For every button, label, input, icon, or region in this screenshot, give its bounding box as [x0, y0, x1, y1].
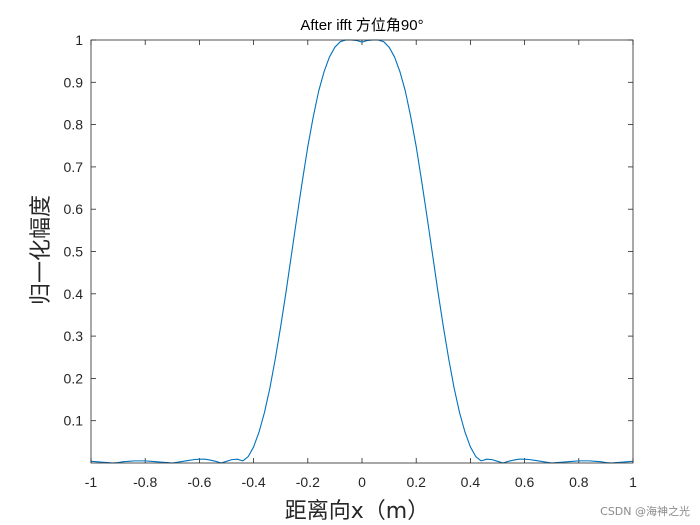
x-tick-label: -0.8	[133, 474, 157, 490]
y-tick-label: 0.6	[64, 201, 84, 217]
x-tick-label: -1	[85, 474, 98, 490]
y-tick-label: 0.1	[64, 413, 84, 429]
x-tick-label: 0.2	[406, 474, 426, 490]
x-tick-label: 0.4	[461, 474, 481, 490]
series-layer	[90, 39, 634, 464]
y-tick-label: 0.8	[64, 117, 84, 133]
y-tick-label: 0.3	[64, 328, 84, 344]
x-tick-label: 0	[358, 474, 366, 490]
x-tick-label: -0.4	[242, 474, 266, 490]
chart-title: After ifft 方位角90°	[300, 17, 423, 34]
y-tick-label: 0.2	[64, 370, 84, 386]
x-tick-label: 0.8	[569, 474, 589, 490]
y-axis-label: 归一化幅度	[29, 195, 54, 305]
y-tick-label: 0.9	[64, 74, 84, 90]
watermark: CSDN @海神之光	[600, 505, 690, 518]
y-tick-label: 1	[75, 32, 83, 48]
x-tick-label: -0.2	[296, 474, 320, 490]
y-tick-label: 0.7	[64, 159, 84, 175]
plot-background	[91, 40, 633, 463]
x-tick-label: 1	[629, 474, 637, 490]
series-line	[90, 39, 634, 464]
axis-ticks: -1 -0.8 -0.6 -0.4 -0.2 0 0.2 0.4 0.6 0.8 1 0.1 0.2 0.…	[64, 32, 638, 490]
y-tick-label: 0.5	[64, 244, 84, 260]
x-tick-label: -0.6	[187, 474, 211, 490]
x-axis-label: 距离向x（m）	[285, 499, 429, 524]
axes-frame	[90, 39, 634, 464]
plot-area	[91, 40, 633, 463]
x-tick-label: 0.6	[515, 474, 535, 490]
y-tick-label: 0.4	[64, 286, 84, 302]
